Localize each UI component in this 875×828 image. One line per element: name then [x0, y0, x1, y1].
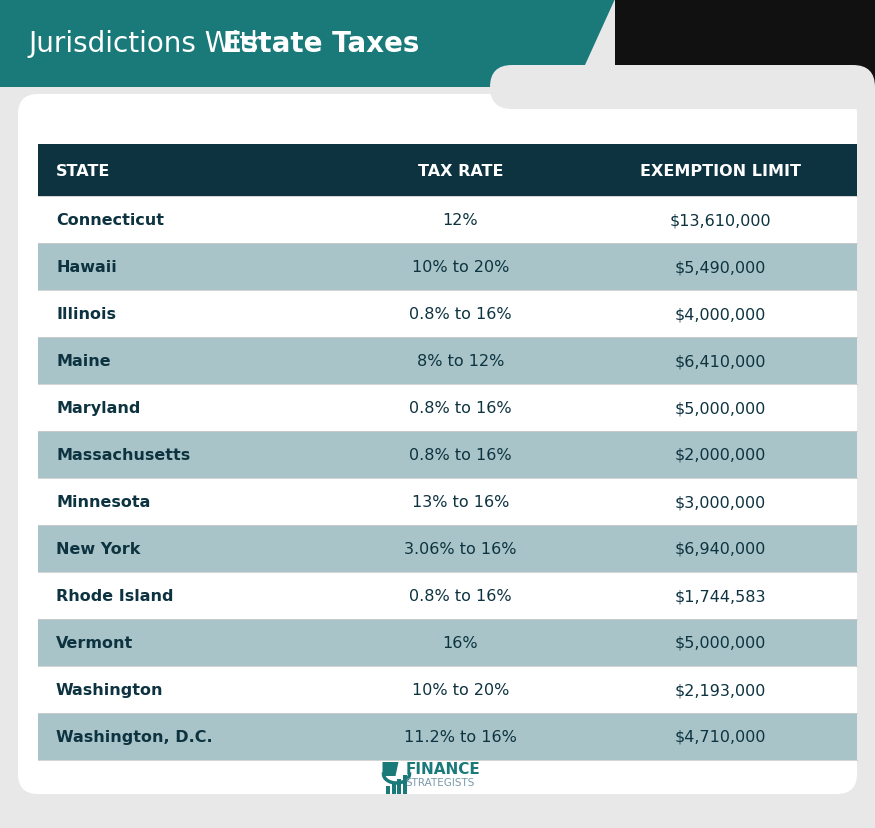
Text: TAX RATE: TAX RATE	[417, 163, 503, 178]
Text: 13% to 16%: 13% to 16%	[412, 494, 509, 509]
Text: $2,193,000: $2,193,000	[675, 682, 766, 697]
Text: 0.8% to 16%: 0.8% to 16%	[410, 401, 512, 416]
Text: $5,000,000: $5,000,000	[675, 635, 766, 650]
Text: Maryland: Maryland	[56, 401, 140, 416]
Text: Connecticut: Connecticut	[56, 213, 164, 228]
Bar	[38, 572, 857, 619]
Bar	[38, 525, 857, 572]
Text: Massachusetts: Massachusetts	[56, 447, 190, 463]
Bar	[38, 667, 857, 713]
Text: $2,000,000: $2,000,000	[675, 447, 766, 463]
Text: FINANCE: FINANCE	[405, 762, 480, 777]
Bar	[38, 713, 857, 760]
Text: 11.2% to 16%: 11.2% to 16%	[404, 729, 517, 744]
Text: $5,490,000: $5,490,000	[675, 260, 766, 275]
Text: 3.06% to 16%: 3.06% to 16%	[404, 542, 517, 556]
Bar	[397, 779, 402, 794]
Polygon shape	[382, 762, 398, 776]
Text: $4,000,000: $4,000,000	[675, 306, 766, 321]
FancyBboxPatch shape	[490, 66, 875, 110]
Bar	[38, 384, 857, 431]
Bar	[38, 619, 857, 667]
Text: STATE: STATE	[56, 163, 110, 178]
Bar	[392, 783, 396, 794]
Bar	[38, 291, 857, 338]
Bar	[38, 479, 857, 525]
Text: 0.8% to 16%: 0.8% to 16%	[410, 306, 512, 321]
Polygon shape	[0, 0, 615, 88]
Text: Vermont: Vermont	[56, 635, 133, 650]
Text: $3,000,000: $3,000,000	[675, 494, 766, 509]
Bar	[38, 145, 857, 197]
Text: Rhode Island: Rhode Island	[56, 588, 173, 604]
Text: New York: New York	[56, 542, 140, 556]
Bar	[38, 197, 857, 243]
Text: Washington, D.C.: Washington, D.C.	[56, 729, 213, 744]
Bar	[615, 0, 875, 88]
Bar	[38, 338, 857, 384]
Text: 16%: 16%	[443, 635, 479, 650]
Text: $1,744,583: $1,744,583	[675, 588, 766, 604]
Text: Hawaii: Hawaii	[56, 260, 116, 275]
Text: 10% to 20%: 10% to 20%	[412, 260, 509, 275]
Bar	[38, 243, 857, 291]
FancyBboxPatch shape	[18, 95, 857, 794]
Bar	[38, 431, 857, 479]
Text: 12%: 12%	[443, 213, 479, 228]
Text: STRATEGISTS: STRATEGISTS	[405, 777, 475, 787]
Text: $13,610,000: $13,610,000	[669, 213, 771, 228]
Text: $4,710,000: $4,710,000	[675, 729, 766, 744]
Text: $6,410,000: $6,410,000	[675, 354, 766, 368]
Bar	[386, 786, 390, 794]
Text: 0.8% to 16%: 0.8% to 16%	[410, 588, 512, 604]
Text: $6,940,000: $6,940,000	[675, 542, 766, 556]
Bar	[402, 775, 407, 794]
Text: 8% to 12%: 8% to 12%	[416, 354, 504, 368]
Text: EXEMPTION LIMIT: EXEMPTION LIMIT	[640, 163, 801, 178]
Text: Maine: Maine	[56, 354, 110, 368]
Text: $5,000,000: $5,000,000	[675, 401, 766, 416]
Text: 0.8% to 16%: 0.8% to 16%	[410, 447, 512, 463]
Text: Jurisdictions With: Jurisdictions With	[28, 30, 276, 58]
Text: Minnesota: Minnesota	[56, 494, 150, 509]
Text: Estate Taxes: Estate Taxes	[223, 30, 419, 58]
Text: Illinois: Illinois	[56, 306, 116, 321]
Text: 10% to 20%: 10% to 20%	[412, 682, 509, 697]
Text: Washington: Washington	[56, 682, 164, 697]
